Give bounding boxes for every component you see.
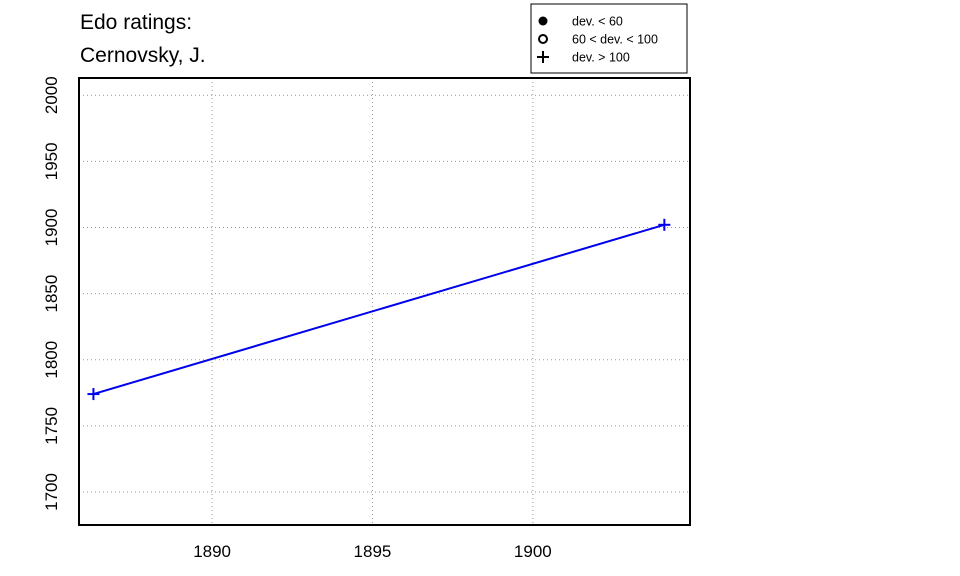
- legend-marker: [537, 51, 549, 63]
- y-tick-label: 1900: [42, 209, 61, 247]
- y-tick-label: 1800: [42, 341, 61, 379]
- x-tick-label: 1900: [514, 542, 552, 561]
- legend-marker: [538, 34, 548, 44]
- legend-label: dev. < 60: [572, 15, 623, 29]
- y-axis: 1700 1750 1800 1850 1900 1950 2000: [42, 76, 61, 511]
- chart-title-line-2: Cernovsky, J.: [80, 44, 206, 67]
- legend-label: 60 < dev. < 100: [572, 33, 658, 47]
- chart-title-line-1: Edo ratings:: [80, 11, 192, 34]
- y-tick-label: 1700: [42, 473, 61, 511]
- chart-title: Edo ratings: Cernovsky, J.: [80, 11, 206, 67]
- series-layer: [87, 218, 671, 401]
- series-line: [93, 223, 665, 396]
- x-tick-label: 1890: [193, 542, 231, 561]
- y-tick-label: 2000: [42, 76, 61, 114]
- data-point: [658, 218, 671, 231]
- legend-label: dev. > 100: [572, 51, 630, 65]
- data-point: [87, 388, 100, 401]
- grid: [79, 78, 690, 525]
- legend: dev. < 60 60 < dev. < 100 dev. > 100: [530, 3, 688, 74]
- y-tick-label: 1750: [42, 407, 61, 445]
- x-tick-label: 1895: [354, 542, 392, 561]
- legend-marker: [538, 16, 548, 26]
- y-tick-label: 1850: [42, 275, 61, 313]
- y-tick-label: 1950: [42, 142, 61, 180]
- x-axis: 1890 1895 1900: [193, 542, 552, 561]
- legend-box: [530, 3, 688, 74]
- plot-frame: [78, 77, 691, 526]
